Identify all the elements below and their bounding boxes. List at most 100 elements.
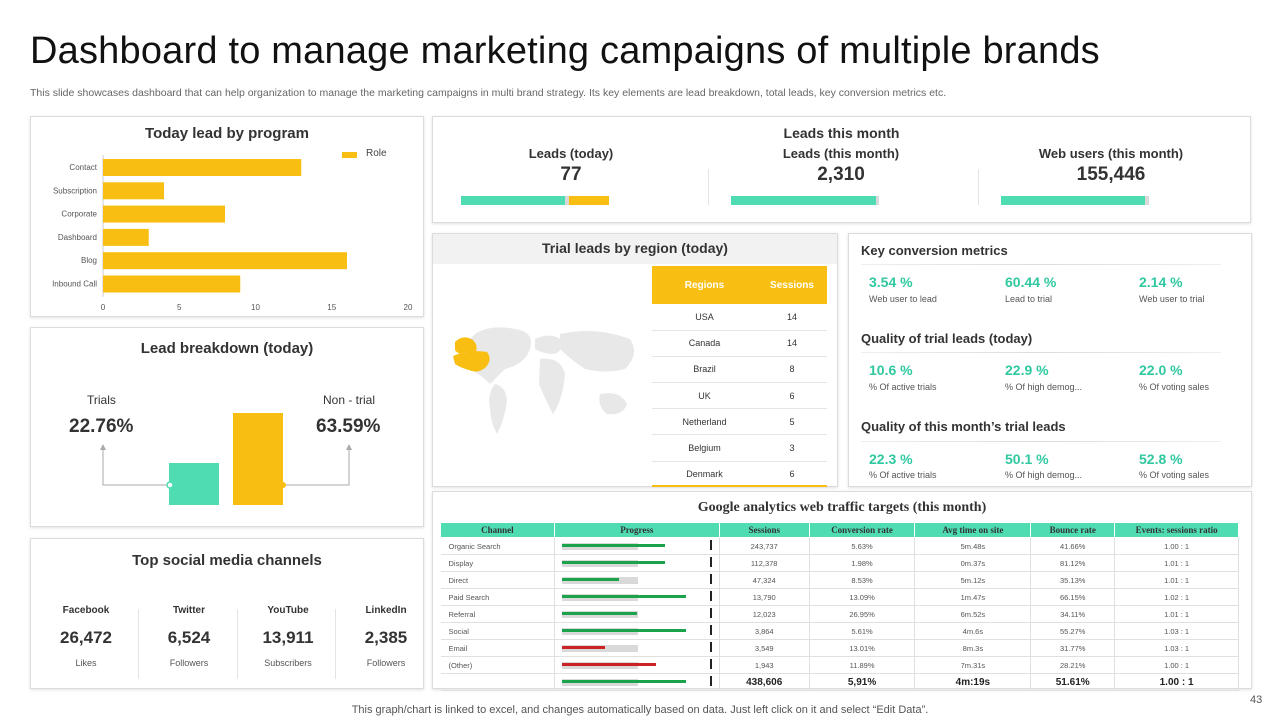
- analytics-header: Channel: [440, 522, 555, 538]
- avg-time-value: 5m.12s: [914, 571, 1032, 589]
- x-tick-label: 15: [327, 303, 336, 312]
- region-name: Belgium: [652, 434, 757, 462]
- x-tick-label: 10: [251, 303, 260, 312]
- progress-fill: [561, 544, 666, 547]
- bounce-value: 31.77%: [1030, 639, 1116, 657]
- page-title: Dashboard to manage marketing campaigns …: [30, 30, 1100, 72]
- social-facebook-value: 26,472: [60, 628, 112, 647]
- category-label: Subscription: [53, 186, 97, 195]
- leads-progress-teal: [731, 196, 877, 205]
- region-sessions: 3: [757, 434, 827, 462]
- leads-progress-yellow: [569, 196, 609, 205]
- progress-target-marker: [709, 676, 712, 686]
- bounce-value: 81.12%: [1030, 554, 1116, 572]
- social-twitter-label: Followers: [169, 658, 209, 668]
- analytics-header: Avg time on site: [914, 522, 1032, 538]
- region-sessions: 6: [757, 461, 827, 488]
- progress-bar: [561, 538, 712, 554]
- conversion-value: 5.63%: [809, 537, 916, 555]
- legend-label: Role: [366, 148, 387, 159]
- region-header-regions: Regions: [652, 266, 757, 304]
- trial-region-panel: Trial leads by region (today) Regions Se…: [432, 233, 838, 488]
- progress-target-marker: [709, 608, 712, 618]
- channel-name: Paid Search: [440, 588, 555, 606]
- quality-today-metric-value: 22.0 %: [1139, 362, 1183, 378]
- analytics-header: Progress: [553, 522, 720, 538]
- region-name: UK: [652, 382, 757, 410]
- social-title: Top social media channels: [132, 552, 322, 569]
- bounce-value: 28.21%: [1030, 656, 1116, 674]
- bar-subscription: [103, 182, 164, 200]
- bar-blog: [103, 252, 347, 270]
- leads-separator: [978, 169, 979, 205]
- progress-bar: [561, 657, 712, 673]
- social-separator: [335, 609, 336, 679]
- region-row: Belgium 3: [652, 434, 827, 462]
- social-separator: [237, 609, 238, 679]
- progress-fill: [561, 612, 637, 615]
- analytics-title: Google analytics web traffic targets (th…: [697, 500, 987, 515]
- channel-name: Organic Search: [440, 537, 555, 555]
- sessions-value: 243,737: [719, 537, 810, 555]
- progress-target-marker: [709, 625, 712, 635]
- progress-bar: [561, 555, 712, 571]
- conversion-title: Key conversion metrics: [861, 243, 1008, 258]
- conversion-value: 13.09%: [809, 588, 916, 606]
- total-avg-time: 4m:19s: [914, 673, 1032, 691]
- total-ratio: 1.00 : 1: [1114, 673, 1239, 691]
- ratio-value: 1.00 : 1: [1114, 656, 1239, 674]
- lead-breakdown-graphic: [100, 413, 352, 505]
- metric-divider: [861, 264, 1221, 265]
- progress-bar: [561, 606, 712, 622]
- analytics-row: Email 3,549 13.01% 8m.3s 31.77% 1.03 : 1: [440, 639, 1239, 657]
- channel-name: Email: [440, 639, 555, 657]
- leads-item-value: 2,310: [817, 164, 865, 185]
- bar-inbound-call: [103, 275, 241, 293]
- nontrial-label: Non - trial: [323, 393, 376, 407]
- quality-today-metric-label: % Of active trials: [869, 382, 937, 392]
- progress-fill: [561, 680, 687, 683]
- metric-divider: [861, 441, 1221, 442]
- avg-time-value: 5m.48s: [914, 537, 1032, 555]
- conversion-metric-value: 2.14 %: [1139, 274, 1183, 290]
- sessions-value: 3,864: [719, 622, 810, 640]
- conversion-metric-label: Web user to lead: [869, 294, 937, 304]
- metric-divider: [861, 352, 1221, 353]
- region-name: Denmark: [652, 461, 757, 488]
- avg-time-value: 6m.52s: [914, 605, 1032, 623]
- analytics-table: Channel Progress Sessions Conversion rate Av…: [440, 522, 1239, 691]
- quality-today-metric-label: % Of voting sales: [1139, 382, 1210, 392]
- social-linkedin-name: LinkedIn: [365, 605, 407, 616]
- progress-cell: [554, 639, 720, 657]
- social-twitter-value: 6,524: [167, 628, 211, 647]
- category-label: Blog: [81, 256, 97, 265]
- bar-contact: [103, 159, 302, 176]
- conversion-value: 26.95%: [809, 605, 916, 623]
- category-label: Inbound Call: [52, 280, 97, 289]
- avg-time-value: 7m.31s: [914, 656, 1032, 674]
- progress-target-marker: [709, 557, 712, 567]
- social-youtube-name: YouTube: [267, 605, 309, 616]
- progress-cell: [554, 537, 720, 555]
- region-row: Canada 14: [652, 330, 827, 357]
- conversion-value: 1.98%: [809, 554, 916, 572]
- conversion-metric-value: 60.44 %: [1005, 274, 1057, 290]
- avg-time-value: 8m.3s: [914, 639, 1032, 657]
- social-panel: Top social media channels Facebook 26,472…: [30, 538, 424, 689]
- category-label: Corporate: [61, 210, 97, 219]
- lead-breakdown-panel: Lead breakdown (today) Trials 22.76% Non…: [30, 327, 424, 527]
- channel-name: Direct: [440, 571, 555, 589]
- ratio-value: 1.01 : 1: [1114, 554, 1239, 572]
- progress-bar: [561, 572, 712, 588]
- progress-cell: [554, 656, 720, 674]
- bounce-value: 41.66%: [1030, 537, 1116, 555]
- quality-today-metric-value: 22.9 %: [1005, 362, 1049, 378]
- progress-bar: [561, 623, 712, 639]
- analytics-row: Display 112,378 1.98% 0m.37s 81.12% 1.01 : 1: [440, 554, 1239, 572]
- social-linkedin-label: Followers: [366, 658, 406, 668]
- progress-cell: [554, 554, 720, 572]
- avg-time-value: 0m.37s: [914, 554, 1032, 572]
- sessions-value: 112,378: [719, 554, 810, 572]
- page-number: 43: [1250, 694, 1263, 706]
- analytics-row: (Other) 1,943 11.89% 7m.31s 28.21% 1.00 : 1: [440, 656, 1239, 674]
